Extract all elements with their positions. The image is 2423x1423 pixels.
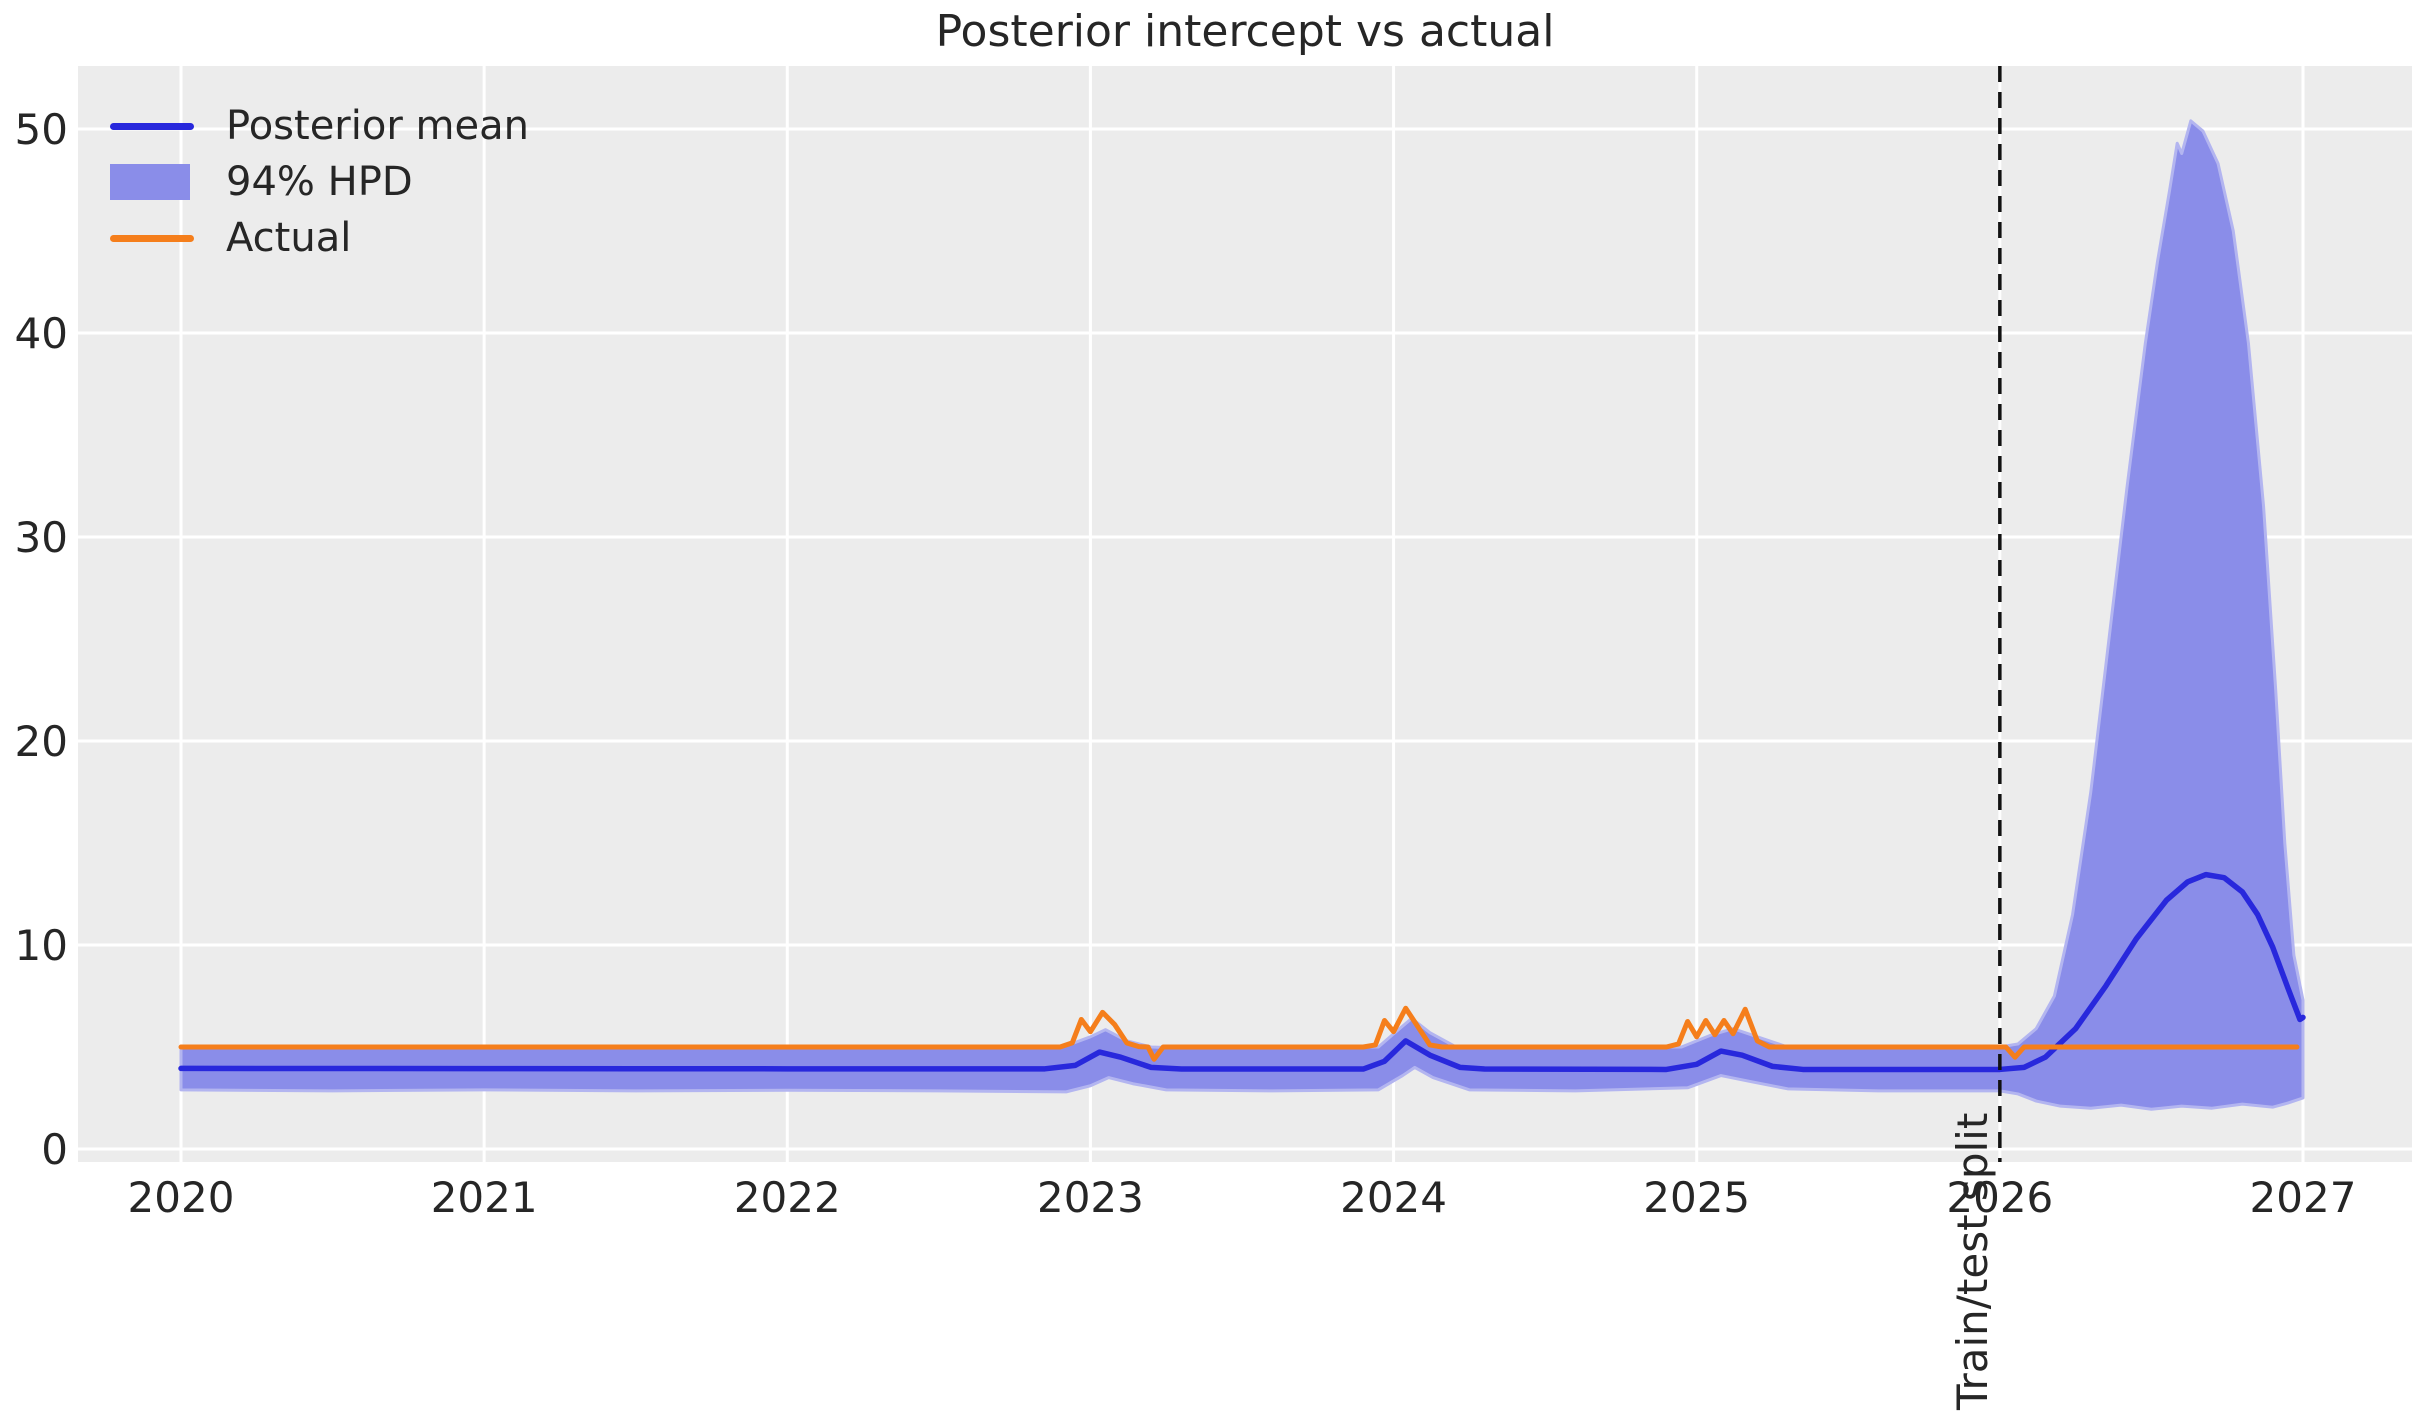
legend-label: Actual (226, 215, 352, 261)
x-tick-label: 2024 (1340, 1173, 1447, 1222)
y-tick-label: 10 (15, 921, 68, 970)
plot-area (78, 66, 2412, 1162)
legend-entry-posterior-mean: Posterior mean (110, 98, 529, 154)
legend-entry-hpd: 94% HPD (110, 154, 529, 210)
x-tick-label: 2022 (734, 1173, 841, 1222)
legend-entry-actual: Actual (110, 210, 529, 266)
actual-line-swatch (110, 234, 194, 242)
y-tick-label: 50 (15, 105, 68, 154)
posterior-mean-line-swatch (110, 122, 194, 130)
y-tick-label: 0 (41, 1125, 68, 1174)
x-tick-label: 2021 (431, 1173, 538, 1222)
posterior-mean-line (178, 871, 2306, 1073)
legend-label: Posterior mean (226, 103, 529, 149)
y-tick-label: 20 (15, 717, 68, 766)
x-tick-label: 2023 (1037, 1173, 1144, 1222)
y-tick-label: 30 (15, 513, 68, 562)
chart-title: Posterior intercept vs actual (935, 6, 1555, 57)
legend-label: 94% HPD (226, 159, 413, 205)
actual-line (178, 1005, 2300, 1062)
x-tick-label: 2020 (128, 1173, 235, 1222)
x-tick-label: 2027 (2250, 1173, 2357, 1222)
x-tick-label: 2025 (1643, 1173, 1750, 1222)
train-test-split-label: Train/test split (1948, 1112, 1997, 1410)
hpd-patch-swatch (110, 164, 190, 200)
legend: Posterior mean 94% HPD Actual (110, 98, 529, 266)
y-tick-label: 40 (15, 309, 68, 358)
x-tick-label: 2026 (1946, 1173, 2053, 1222)
